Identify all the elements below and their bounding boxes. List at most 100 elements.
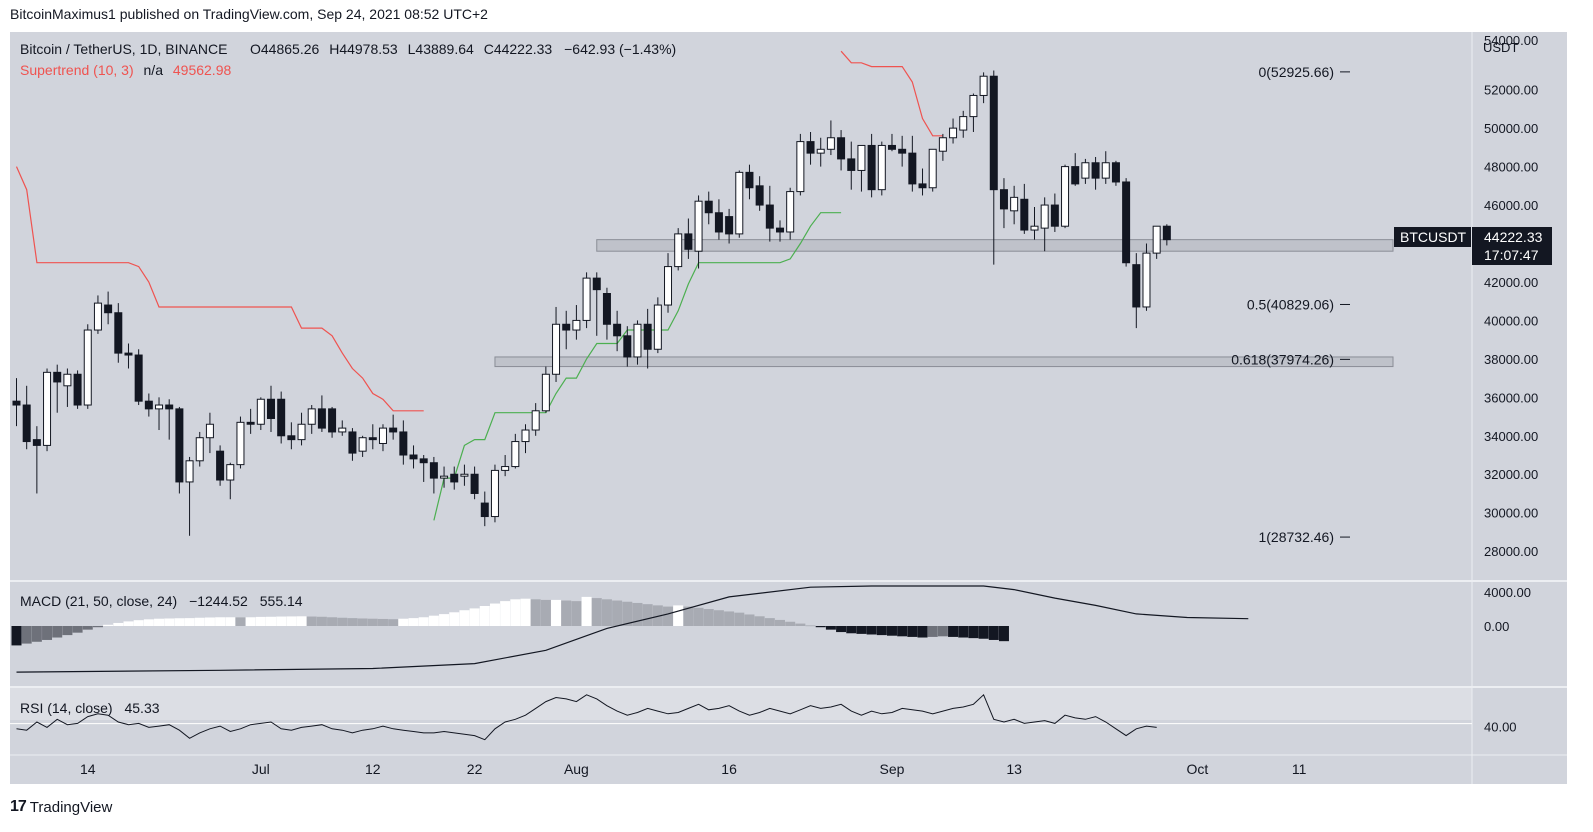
candle (562, 310, 571, 350)
macd-histogram-bar (123, 621, 134, 626)
candle (338, 420, 347, 436)
macd-histogram-bar (856, 626, 867, 634)
macd-histogram-bar (836, 626, 847, 633)
macd-label: MACD (21, 50, close, 24) (20, 593, 177, 609)
candle (419, 455, 428, 482)
macd-pane[interactable] (10, 582, 1472, 686)
price-axis-label: 28000.00 (1484, 544, 1538, 559)
macd-histogram-bar (886, 626, 897, 636)
candle-body-bull (653, 304, 662, 350)
candle-body-bull (531, 410, 540, 431)
candle (541, 366, 550, 413)
price-axis-label: 30000.00 (1484, 506, 1538, 521)
legend-change: −642.93 (−1.43%) (564, 41, 676, 57)
candle (450, 466, 459, 490)
candle (460, 464, 469, 486)
candle-body-bear (12, 400, 21, 406)
legend-symbol: Bitcoin / TetherUS, 1D, BINANCE (20, 41, 227, 57)
macd-histogram-bar (439, 614, 450, 626)
macd-histogram-bar (663, 606, 674, 626)
macd-histogram-bar (255, 616, 266, 626)
candle-body-bull (541, 373, 550, 412)
candle-body-bear (114, 312, 123, 354)
axis-corner (1472, 756, 1567, 784)
candle (399, 420, 408, 465)
macd-histogram-bar (449, 612, 460, 626)
candle (470, 466, 479, 500)
candle-body-bear (419, 458, 428, 464)
macd-histogram-bar (724, 611, 735, 626)
candle (592, 272, 601, 336)
candle (1020, 183, 1029, 234)
macd-histogram-bar (612, 600, 623, 626)
candle-body-bull (338, 427, 347, 433)
candle-body-bear (144, 400, 153, 410)
macd-histogram-bar (113, 622, 124, 626)
macd-histogram-bar (551, 599, 562, 626)
candle (236, 416, 245, 469)
candle (531, 403, 540, 436)
candle (999, 178, 1008, 229)
rsi-band (10, 688, 1472, 720)
candle-body-bear (1122, 181, 1131, 264)
macd-histogram-bar (652, 605, 663, 626)
candle (216, 445, 225, 486)
candle-body-bear (755, 185, 764, 206)
supertrend-label: Supertrend (10, 3) (20, 62, 134, 78)
legend-l-value: 43889.64 (415, 41, 474, 57)
candle-body-bear (776, 227, 784, 233)
candle (867, 133, 876, 198)
macd-histogram-bar (266, 616, 276, 626)
macd-axis[interactable] (1472, 582, 1567, 686)
macd-histogram-bar (530, 599, 541, 626)
candle-body-bear (287, 435, 296, 441)
supertrend-down-line (840, 50, 943, 137)
macd-signal-line (16, 585, 1249, 673)
rsi-axis[interactable] (1472, 688, 1567, 756)
macd-histogram-bar (428, 615, 439, 626)
macd-histogram-bar (642, 604, 653, 626)
macd-histogram-bar (825, 626, 836, 630)
candle (114, 303, 123, 363)
candle-body-bull (43, 371, 52, 446)
candle (490, 464, 499, 523)
rsi-value: 45.33 (124, 700, 159, 716)
legend-h-value: 44978.53 (339, 41, 398, 57)
symbol-tag (1394, 227, 1471, 247)
candle (93, 295, 102, 334)
candle (155, 397, 164, 431)
candle (1111, 160, 1120, 186)
candle-body-bull (1061, 166, 1070, 227)
candle-body-bear (389, 427, 398, 433)
macd-histogram-bar (571, 601, 582, 626)
tradingview-logo[interactable]: 17 TradingView (10, 798, 112, 816)
candle (144, 393, 153, 417)
candle-body-bull (959, 116, 968, 131)
candle-body-bear (450, 473, 459, 483)
candle-body-bull (501, 466, 510, 471)
macd-histogram-bar (459, 610, 470, 626)
candle (124, 343, 133, 369)
price-label-group[interactable]: BTCUSDT 44222.33 17:07:47 (1394, 227, 1552, 265)
main-pane[interactable] (10, 32, 1472, 580)
candle (440, 466, 449, 488)
legend-macd: MACD (21, 50, close, 24) −1244.52 555.14 (20, 593, 303, 609)
price-axis[interactable] (1472, 32, 1567, 580)
candle (1061, 164, 1070, 229)
candle-body-bull (857, 144, 866, 171)
candle-body-bear (399, 431, 408, 456)
macd-histogram-bar (815, 626, 826, 628)
candle (776, 220, 784, 242)
time-axis[interactable] (10, 756, 1472, 784)
macd-histogram-bar (204, 617, 215, 626)
candle-body-bull (1101, 162, 1110, 179)
rsi-label: RSI (14, close) (20, 700, 113, 716)
macd-histogram-bar (775, 619, 785, 626)
candle (959, 110, 968, 138)
macd-histogram-bar (357, 618, 368, 626)
macd-histogram-bar (897, 626, 908, 637)
macd-axis-label: 0.00 (1484, 619, 1509, 634)
candle-body-bull (979, 75, 988, 96)
candle-body-bear (602, 293, 611, 325)
